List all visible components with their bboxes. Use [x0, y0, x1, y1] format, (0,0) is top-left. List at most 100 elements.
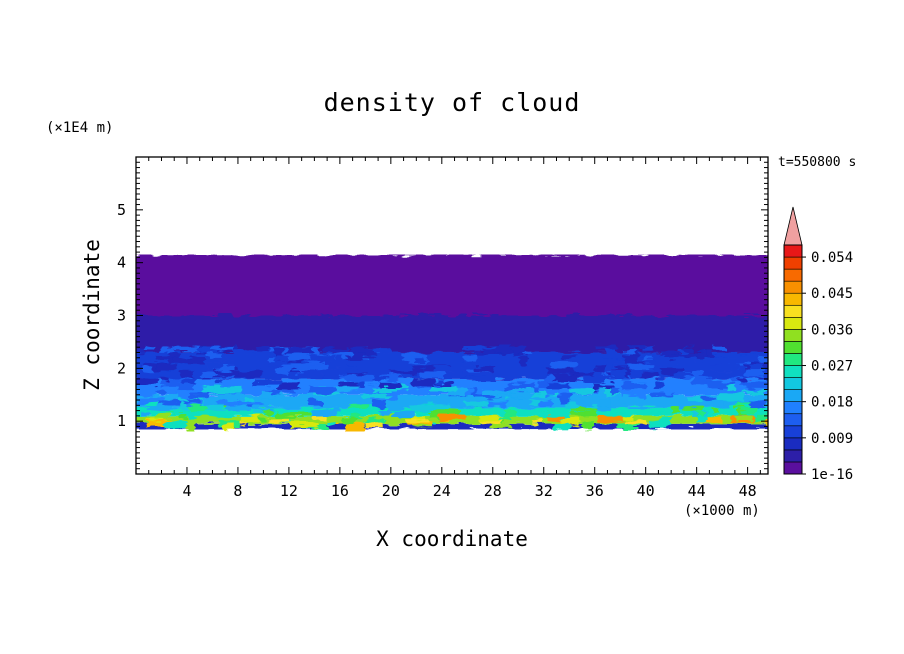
cloud-cell [238, 401, 264, 405]
cloud-cell [727, 384, 737, 391]
colorbar-extension [783, 206, 803, 246]
cloud-cell [592, 395, 610, 403]
colorbar-label: 1e-16 [811, 467, 853, 483]
colorbar-segment [783, 329, 803, 342]
cloud-cell [201, 372, 226, 377]
cloud-cell [215, 379, 224, 383]
cloud-cell [583, 376, 606, 383]
cloud-cell [530, 399, 544, 406]
cloud-cell [322, 372, 346, 378]
cloud-cell [434, 383, 443, 388]
cloud-cell [391, 411, 415, 418]
cloud-cell [502, 420, 517, 424]
cloud-cell [683, 406, 705, 411]
cloud-cell [512, 346, 526, 354]
cloud-cell [622, 382, 647, 390]
cloud-cell [337, 382, 359, 390]
cloud-cell [604, 346, 617, 355]
cloud-cell [560, 418, 580, 426]
cloud-cell [569, 388, 595, 394]
cloud-cell [504, 409, 517, 417]
cloud-cell [613, 412, 632, 417]
cloud-cell [163, 420, 188, 429]
cloud-band [136, 254, 768, 316]
cloud-cell [146, 419, 171, 427]
cloud-cell [476, 351, 489, 356]
cloud-cell [374, 348, 392, 354]
cloud-cell [743, 365, 751, 369]
cloud-cell [597, 414, 624, 422]
cloud-cell [279, 381, 300, 389]
colorbar-segment [783, 280, 803, 294]
cloud-cell [545, 375, 556, 383]
cloud-cell [736, 354, 759, 363]
cloud-cell [649, 420, 666, 429]
cloud-cell [623, 356, 639, 364]
cloud-cell [190, 392, 209, 397]
cloud-cell [610, 369, 626, 377]
cloud-cell [361, 393, 390, 398]
cloud-cell [728, 388, 742, 395]
cloud-cell [212, 349, 223, 356]
cloud-cell [664, 352, 691, 360]
cloud-cell [259, 418, 266, 423]
cloud-cell [371, 400, 387, 409]
cloud-cell [211, 346, 234, 351]
cloud-cell [559, 396, 571, 405]
cloud-cell [160, 376, 170, 381]
cloud-cell [233, 350, 249, 355]
cloud-cell [350, 413, 361, 420]
x-tick-label: 20 [382, 482, 400, 500]
cloud-cell [265, 379, 281, 387]
cloud-cell [593, 383, 615, 392]
cloud-cell [359, 385, 383, 391]
cloud-cell [172, 357, 194, 363]
cloud-cell [660, 368, 684, 376]
cloud-cell [630, 350, 639, 359]
cloud-cell [251, 356, 259, 362]
cloud-cell [415, 357, 424, 364]
cloud-cell [558, 393, 573, 398]
cloud-cell [308, 364, 329, 370]
cloud-cell [620, 391, 646, 398]
cloud-cell [730, 377, 745, 381]
cloud-cell [158, 400, 179, 405]
cloud-cell [489, 416, 510, 421]
cloud-cell [245, 396, 254, 404]
cloud-band [136, 423, 768, 430]
colorbar-label: 0.009 [811, 431, 853, 447]
x-axis-multiplier: (×1000 m) [684, 503, 760, 519]
cloud-cell [692, 377, 713, 385]
cloud-cell [553, 422, 570, 431]
cloud-cell [280, 353, 307, 361]
cloud-cell [268, 357, 275, 364]
cloud-cell [165, 410, 174, 415]
cloud-cell [547, 383, 570, 389]
cloud-cell [489, 401, 507, 407]
cloud-cell [495, 344, 514, 353]
cloud-cell [569, 372, 594, 379]
colorbar-segment [783, 437, 803, 451]
cloud-cell [595, 406, 610, 411]
cloud-cell [412, 378, 435, 387]
cloud-cell [602, 353, 630, 360]
cloud-cell [179, 370, 194, 378]
cloud-cell [755, 393, 768, 401]
x-tick-label: 12 [280, 482, 298, 500]
cloud-cell [698, 417, 723, 423]
cloud-cell [742, 407, 757, 413]
cloud-cell [437, 379, 445, 383]
cloud-cell [717, 393, 745, 402]
cloud-cell [595, 345, 618, 350]
cloud-cell [438, 413, 466, 421]
cloud-cell [186, 409, 214, 417]
cloud-cell [252, 408, 264, 415]
y-tick-label: 1 [117, 412, 126, 430]
cloud-cell [319, 359, 331, 363]
colorbar-label: 0.036 [811, 322, 853, 338]
cloud-cell [550, 362, 578, 368]
cloud-cell [365, 376, 389, 380]
colorbar-segment [783, 461, 803, 475]
time-label: t=550800 s [778, 155, 857, 170]
